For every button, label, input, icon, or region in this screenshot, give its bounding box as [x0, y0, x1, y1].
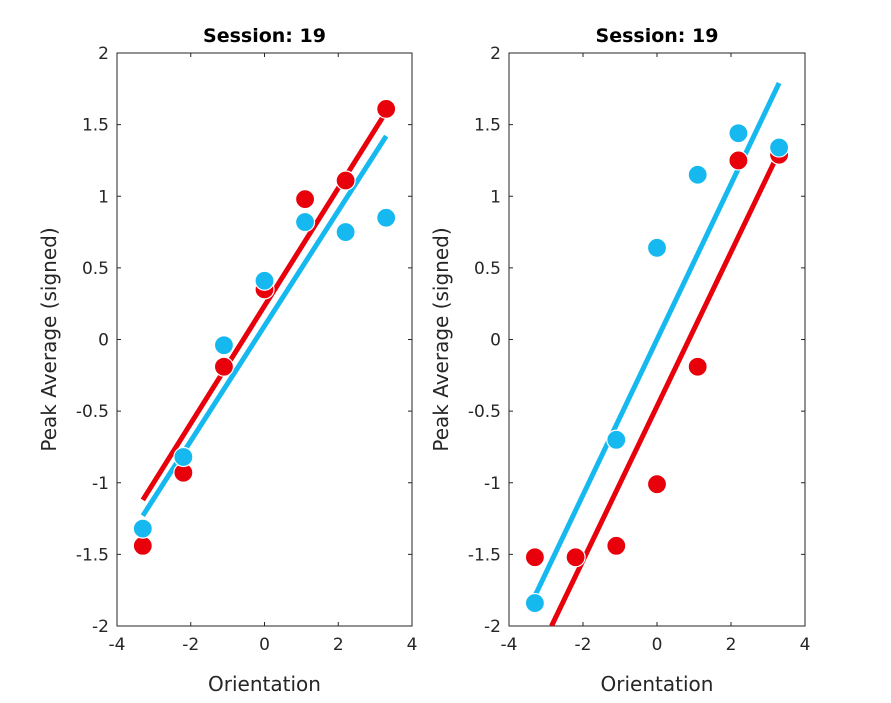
- y-axis-label: Peak Average (signed): [37, 227, 61, 451]
- y-tick-label: -1.5: [468, 545, 501, 565]
- y-tick-label: 0: [98, 331, 109, 351]
- data-point-series-1: [132, 518, 153, 539]
- data-point-series-0: [376, 98, 397, 119]
- y-tick-label: -1: [484, 474, 501, 494]
- y-tick-label: -2: [484, 617, 501, 637]
- y-tick-label: 0.5: [82, 259, 109, 279]
- data-point-series-1: [335, 221, 356, 243]
- data-point-series-0: [524, 547, 546, 568]
- x-tick-label: -2: [182, 635, 199, 655]
- y-tick-label: 0.5: [474, 259, 501, 279]
- chart-title: Session: 19: [596, 25, 719, 47]
- y-tick-label: 1: [490, 187, 501, 207]
- x-tick-label: 4: [800, 635, 811, 655]
- y-tick-label: -2: [92, 617, 109, 637]
- data-point-series-0: [646, 474, 668, 495]
- data-point-series-1: [376, 207, 397, 228]
- x-tick-label: 4: [407, 635, 418, 655]
- data-point-series-0: [335, 170, 356, 191]
- y-tick-label: -1: [92, 474, 109, 494]
- data-point-series-1: [768, 137, 790, 158]
- data-point-series-0: [565, 547, 586, 568]
- data-point-series-1: [728, 123, 749, 144]
- data-point-series-0: [728, 150, 749, 171]
- data-point-series-0: [294, 189, 316, 210]
- x-tick-label: -2: [575, 635, 592, 655]
- y-tick-label: 1.5: [82, 116, 109, 136]
- data-point-series-1: [646, 237, 668, 258]
- y-tick-label: 2: [98, 44, 109, 64]
- x-tick-label: 2: [333, 635, 344, 655]
- y-tick-label: 2: [490, 44, 501, 64]
- data-point-series-0: [132, 535, 153, 556]
- y-tick-label: 1: [98, 187, 109, 207]
- y-tick-label: 1.5: [474, 116, 501, 136]
- y-tick-label: -0.5: [76, 402, 109, 422]
- chart-title: Session: 19: [203, 25, 326, 47]
- data-point-series-0: [606, 535, 627, 556]
- data-point-series-0: [213, 356, 235, 377]
- x-axis-label: Orientation: [208, 672, 321, 696]
- data-point-series-1: [254, 270, 275, 291]
- data-point-series-1: [294, 211, 316, 233]
- data-point-series-1: [524, 592, 546, 614]
- x-tick-label: -4: [501, 635, 518, 655]
- x-tick-label: 0: [259, 635, 270, 655]
- y-axis-label: Peak Average (signed): [429, 227, 453, 451]
- x-tick-label: -4: [109, 635, 126, 655]
- data-point-series-1: [687, 164, 708, 185]
- x-axis-label: Orientation: [601, 672, 714, 696]
- data-point-series-1: [173, 446, 194, 468]
- x-tick-label: 0: [652, 635, 663, 655]
- data-point-series-0: [687, 356, 708, 377]
- y-tick-label: 0: [490, 331, 501, 351]
- fit-line-series-0: [549, 150, 782, 626]
- data-point-series-1: [213, 335, 235, 356]
- y-tick-label: -1.5: [76, 545, 109, 565]
- data-point-series-1: [606, 429, 627, 450]
- x-tick-label: 2: [726, 635, 737, 655]
- y-tick-label: -0.5: [468, 402, 501, 422]
